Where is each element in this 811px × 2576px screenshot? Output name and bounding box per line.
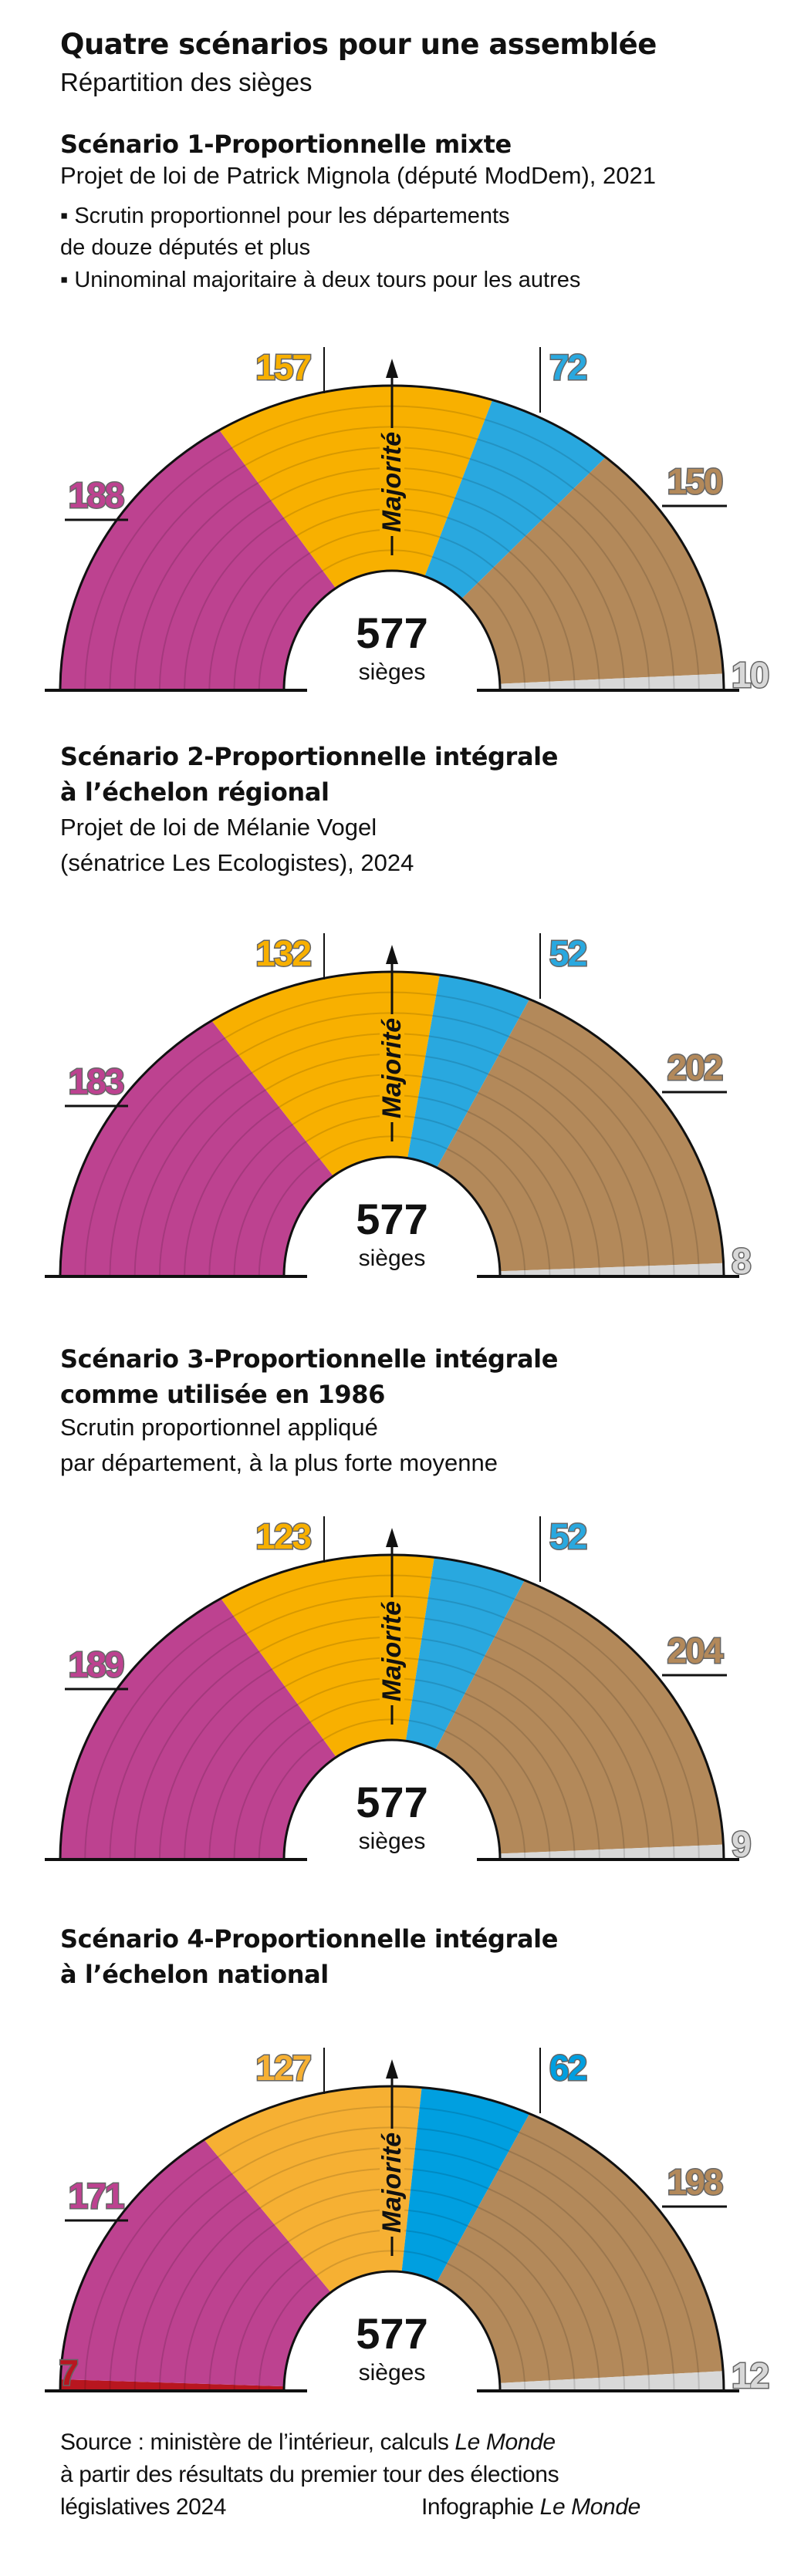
majority-label: Majorité (377, 2133, 407, 2233)
value-label-grey: 8 (732, 1241, 751, 1281)
sector-brown (434, 1580, 724, 1854)
seats-unit: sièges (359, 1246, 426, 1271)
value-label-brown: 198 (667, 2162, 723, 2202)
value-label-blue: 62 (549, 2048, 586, 2088)
value-label-brown: 204 (667, 1630, 724, 1671)
sector-blue (407, 975, 530, 1168)
majority-label: Majorité (377, 432, 407, 532)
scenario-1-heading: Scénario 1-Proportionnelle mixte (60, 130, 512, 159)
value-label-purple: 183 (69, 1061, 123, 1101)
sector-blue (405, 1557, 525, 1750)
scenario-1-bullet: ▪ Scrutin proportionnel pour les départe… (60, 204, 510, 228)
majority-label: Majorité (377, 1018, 407, 1118)
total-seats: 577 (356, 2309, 427, 2358)
sector-brown (437, 2113, 724, 2383)
value-label-brown: 202 (667, 1047, 722, 1087)
credit: Infographie Le Monde (421, 2494, 640, 2520)
value-label-blue: 72 (549, 347, 586, 387)
sector-blue (401, 2087, 530, 2282)
majority-label-bg (380, 1014, 404, 1122)
scenario-1-bullet: ▪ Uninominal majoritaire à deux tours po… (60, 268, 581, 292)
hemicycle-scenario-2: Majorité 577 sièges 132 52 183 202 8 (0, 933, 811, 1296)
page-title: Quatre scénarios pour une assemblée (60, 28, 657, 61)
value-label-grey: 12 (732, 2355, 769, 2396)
value-label-blue: 52 (549, 933, 586, 973)
sector-grey (499, 673, 724, 690)
scenario-1-description: Projet de loi de Patrick Mignola (député… (60, 162, 656, 189)
majority-label-bg (380, 2129, 404, 2237)
sector-brown (437, 999, 724, 1272)
source-line-3: législatives 2024 (60, 2494, 227, 2520)
hemicycle-svg: Majorité 577 sièges 132 52 183 202 8 (45, 933, 754, 1283)
seats-unit: sièges (359, 2360, 426, 2385)
hemicycle-scenario-1: Majorité 577 sièges 157 72 188 150 10 (0, 347, 811, 710)
hemicycle-scenario-4: Majorité 577 sièges 127 62 171 198 12 7 (0, 2048, 811, 2410)
value-label-grey: 9 (732, 1824, 750, 1864)
inner-outline (282, 2270, 502, 2392)
majority-label-bg (380, 428, 404, 536)
credit-text: Infographie (421, 2494, 534, 2520)
seats-unit: sièges (359, 1829, 426, 1854)
sector-purple (60, 1598, 336, 1860)
value-label-red: 7 (59, 2352, 77, 2392)
sector-purple (60, 1020, 333, 1276)
source-line-2: à partir des résultats du premier tour d… (60, 2462, 559, 2487)
value-label-grey: 10 (732, 655, 769, 695)
scenario-2-description: Projet de loi de Mélanie Vogel (60, 814, 377, 841)
scenario-2-description: (sénatrice Les Ecologistes), 2024 (60, 849, 414, 876)
scenario-3-description: Scrutin proportionnel appliqué (60, 1414, 378, 1441)
sector-purple (60, 430, 336, 690)
seats-unit: sièges (359, 659, 426, 685)
sector-grey (499, 1263, 724, 1276)
value-label-purple: 188 (69, 475, 124, 515)
credit-publication: Le Monde (539, 2494, 641, 2520)
value-label-yellow: 127 (255, 2048, 310, 2088)
total-seats: 577 (356, 1778, 427, 1826)
hemicycle-svg: Majorité 577 sièges 123 52 189 204 9 (45, 1516, 753, 1866)
value-label-yellow: 132 (255, 933, 310, 973)
inner-outline (282, 1155, 502, 1277)
sector-red (60, 2379, 285, 2391)
sector-yellow (219, 386, 493, 588)
value-label-blue: 52 (549, 1516, 586, 1556)
value-label-yellow: 157 (255, 347, 310, 387)
sector-grey (499, 1844, 724, 1860)
inner-outline (282, 569, 502, 691)
hemicycle-scenario-3: Majorité 577 sièges 123 52 189 204 9 (0, 1516, 811, 1879)
majority-arrow-head-icon (386, 359, 398, 378)
source-publication: Le Monde (454, 2429, 556, 2455)
sector-blue (424, 400, 606, 599)
value-label-purple: 189 (69, 1644, 123, 1684)
sector-brown (461, 457, 724, 684)
value-label-yellow: 123 (255, 1516, 310, 1556)
scenario-3-heading: comme utilisée en 1986 (60, 1380, 385, 1409)
scenario-3-description: par département, à la plus forte moyenne (60, 1449, 498, 1476)
sector-yellow (204, 2086, 422, 2293)
sector-grey (499, 2371, 724, 2391)
value-label-brown: 150 (667, 461, 722, 501)
majority-label-bg (380, 1597, 404, 1705)
majority-label: Majorité (377, 1601, 407, 1701)
page-subtitle: Répartition des sièges (60, 68, 313, 96)
total-seats: 577 (356, 1195, 427, 1243)
sector-purple (60, 2139, 331, 2387)
majority-arrow-head-icon (386, 2059, 398, 2079)
scenario-1-bullet: de douze députés et plus (60, 235, 311, 260)
value-label-purple: 171 (69, 2176, 124, 2216)
scenario-4-heading: Scénario 4-Proportionnelle intégrale (60, 1924, 559, 1954)
total-seats: 577 (356, 609, 427, 657)
scenario-2-heading: Scénario 2-Proportionnelle intégrale (60, 742, 559, 771)
majority-arrow-head-icon (386, 945, 398, 964)
source-line-1: Source : ministère de l’intérieur, calcu… (60, 2429, 556, 2456)
source-text: Source : ministère de l’intérieur, calcu… (60, 2429, 449, 2455)
inner-outline (282, 1738, 502, 1860)
scenario-4-heading: à l’échelon national (60, 1960, 329, 1989)
scenario-2-heading: à l’échelon régional (60, 777, 329, 807)
majority-arrow-head-icon (386, 1528, 398, 1547)
scenario-3-heading: Scénario 3-Proportionnelle intégrale (60, 1344, 559, 1374)
